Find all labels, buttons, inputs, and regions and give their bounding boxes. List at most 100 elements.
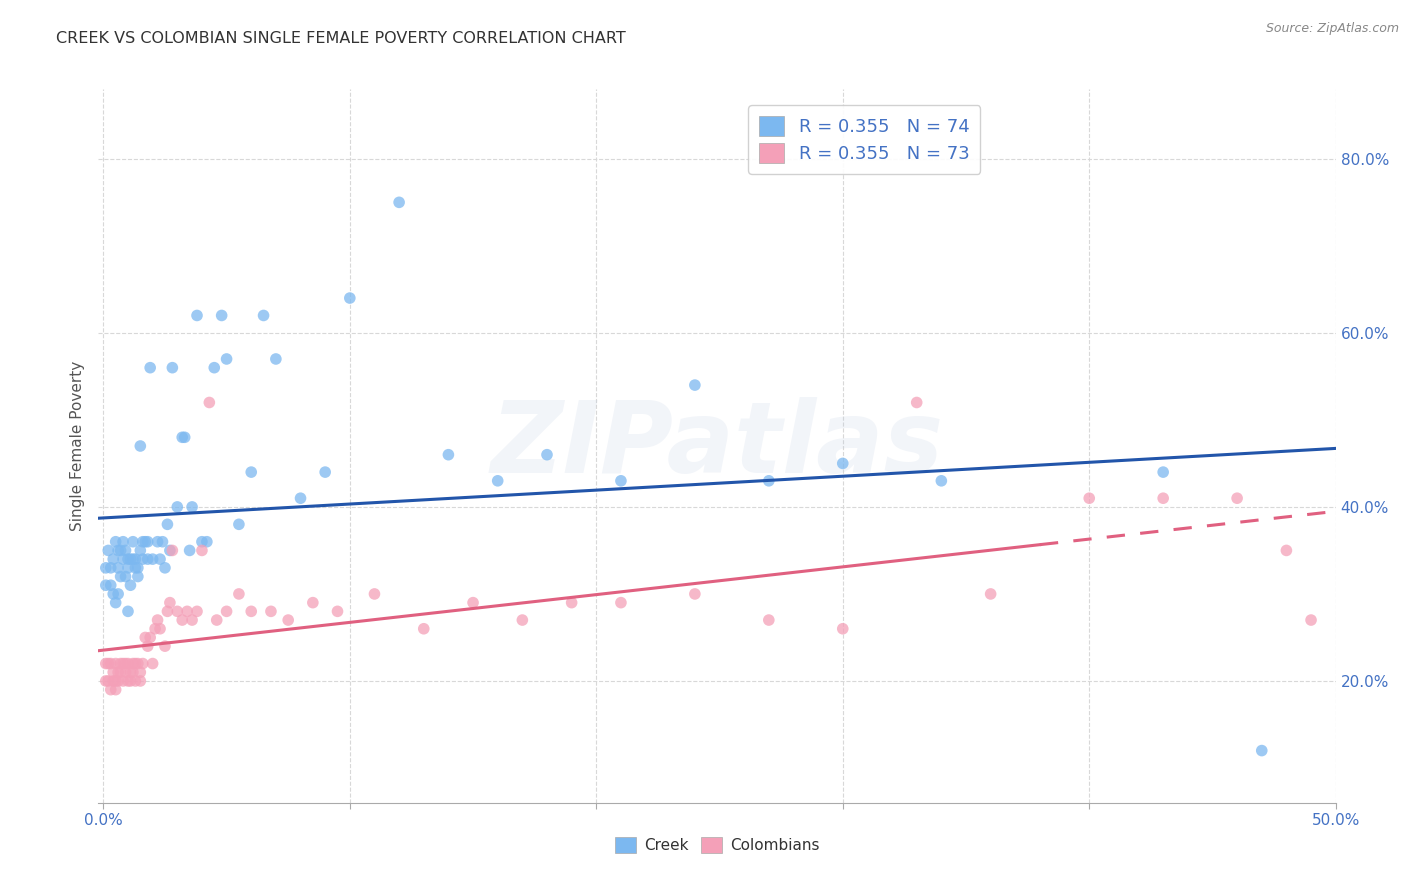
Point <box>136 639 159 653</box>
Point <box>412 622 434 636</box>
Point <box>1152 491 1174 506</box>
Point <box>139 360 162 375</box>
Point <box>1275 543 1298 558</box>
Point <box>683 378 706 392</box>
Point <box>100 561 122 575</box>
Point <box>931 474 953 488</box>
Point <box>132 552 155 566</box>
Point <box>110 543 132 558</box>
Point <box>314 465 336 479</box>
Point <box>211 309 233 323</box>
Point <box>173 430 195 444</box>
Point <box>100 657 122 671</box>
Point <box>205 613 228 627</box>
Point <box>159 543 181 558</box>
Point <box>117 604 139 618</box>
Point <box>94 673 117 688</box>
Point <box>114 543 136 558</box>
Point <box>97 673 120 688</box>
Point <box>124 673 146 688</box>
Point <box>172 613 194 627</box>
Point <box>1226 491 1249 506</box>
Point <box>166 500 188 514</box>
Point <box>120 665 142 680</box>
Point <box>112 552 135 566</box>
Point <box>215 604 238 618</box>
Point <box>186 604 208 618</box>
Point <box>124 552 146 566</box>
Point <box>326 604 349 618</box>
Point <box>1078 491 1101 506</box>
Point <box>110 657 132 671</box>
Point <box>156 517 179 532</box>
Point <box>240 604 263 618</box>
Point <box>142 657 165 671</box>
Point <box>107 587 129 601</box>
Point <box>198 395 221 409</box>
Point <box>1299 613 1322 627</box>
Point <box>136 552 159 566</box>
Point <box>104 657 127 671</box>
Point <box>191 534 214 549</box>
Point <box>122 665 145 680</box>
Point <box>104 596 127 610</box>
Point <box>1250 743 1272 757</box>
Point <box>129 439 152 453</box>
Point <box>758 474 780 488</box>
Point <box>104 682 127 697</box>
Point <box>114 657 136 671</box>
Point <box>129 665 152 680</box>
Point <box>149 552 172 566</box>
Point <box>240 465 263 479</box>
Point <box>388 195 411 210</box>
Point <box>277 613 299 627</box>
Text: ZIPatlas: ZIPatlas <box>491 398 943 494</box>
Point <box>905 395 928 409</box>
Point <box>97 657 120 671</box>
Point <box>363 587 385 601</box>
Point <box>120 578 142 592</box>
Point <box>136 534 159 549</box>
Point <box>831 622 853 636</box>
Point <box>107 673 129 688</box>
Point <box>124 657 146 671</box>
Point <box>202 360 225 375</box>
Point <box>117 552 139 566</box>
Point <box>146 534 169 549</box>
Point <box>260 604 283 618</box>
Point <box>112 673 135 688</box>
Point <box>122 534 145 549</box>
Point <box>1152 465 1174 479</box>
Point <box>127 561 149 575</box>
Point <box>117 657 139 671</box>
Point <box>437 448 460 462</box>
Point <box>114 665 136 680</box>
Point <box>610 596 633 610</box>
Point <box>561 596 583 610</box>
Point <box>132 534 155 549</box>
Point <box>122 552 145 566</box>
Point <box>156 604 179 618</box>
Point <box>104 534 127 549</box>
Point <box>117 673 139 688</box>
Point <box>142 552 165 566</box>
Point <box>461 596 484 610</box>
Point <box>112 657 135 671</box>
Point <box>103 587 125 601</box>
Point <box>117 561 139 575</box>
Point <box>103 665 125 680</box>
Point <box>134 534 156 549</box>
Point <box>758 613 780 627</box>
Point <box>127 569 149 583</box>
Point <box>127 657 149 671</box>
Point <box>152 534 174 549</box>
Point <box>339 291 361 305</box>
Point <box>114 569 136 583</box>
Point <box>124 561 146 575</box>
Point <box>512 613 534 627</box>
Point <box>104 673 127 688</box>
Point <box>536 448 558 462</box>
Point <box>980 587 1002 601</box>
Text: Source: ZipAtlas.com: Source: ZipAtlas.com <box>1265 22 1399 36</box>
Point <box>122 657 145 671</box>
